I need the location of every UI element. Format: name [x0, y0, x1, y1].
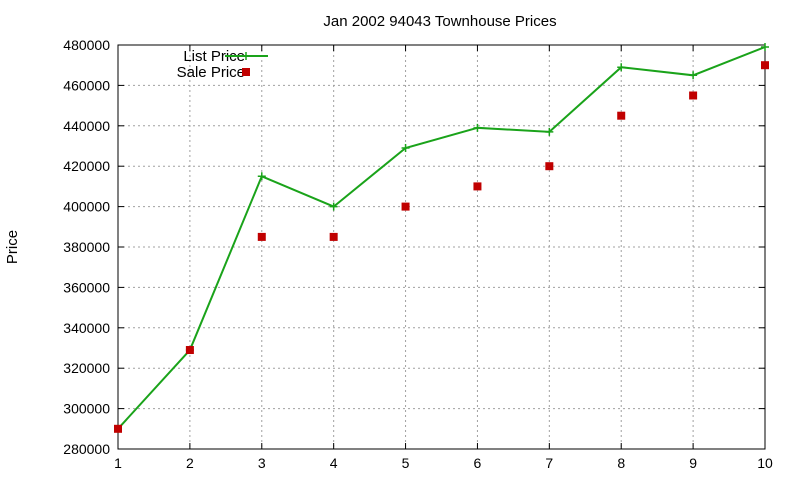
plot-frame: [117, 44, 766, 450]
y-axis-label: Price: [4, 230, 21, 264]
y-tick-label: 320000: [63, 360, 110, 376]
list-price-point: [545, 127, 554, 136]
list-price-point: [257, 172, 266, 181]
tick-labels: 280000 300000 320000 340000 360000 380000 4000…: [63, 37, 773, 471]
sale-price-point: [473, 182, 482, 191]
y-tick-label: 280000: [63, 441, 110, 457]
x-tick-label: 10: [757, 455, 773, 471]
sale-price-point: [545, 162, 554, 171]
x-tick-label: 4: [330, 455, 338, 471]
y-tick-label: 480000: [63, 37, 110, 53]
chart-title: Jan 2002 94043 Townhouse Prices: [323, 13, 556, 30]
grid-lines: [118, 45, 765, 449]
list-price-point: [689, 71, 698, 80]
sale-price-point: [617, 111, 626, 120]
sale-price-point: [689, 91, 698, 100]
x-tick-label: 7: [545, 455, 553, 471]
y-tick-label: 460000: [63, 77, 110, 93]
list-price-point: [473, 123, 482, 132]
list-price-line: [117, 46, 766, 430]
x-tick-label: 8: [617, 455, 625, 471]
sale-price-point: [257, 232, 266, 241]
series-list-price: [114, 43, 769, 433]
sale-price-point: [114, 424, 122, 433]
y-tick-label: 300000: [63, 401, 110, 417]
sale-price-point: [329, 232, 338, 241]
y-tick-label: 440000: [63, 118, 110, 134]
list-price-point: [617, 63, 626, 72]
x-tick-label: 5: [402, 455, 410, 471]
x-tick-label: 6: [474, 455, 482, 471]
y-tick-label: 360000: [63, 279, 110, 295]
list-price-point: [329, 202, 338, 211]
list-price-point: [761, 43, 769, 52]
x-tick-label: 2: [186, 455, 194, 471]
legend-label-sale-price: Sale Price: [177, 64, 245, 81]
legend-marker-sale-price: [242, 68, 250, 76]
y-tick-label: 400000: [63, 199, 110, 215]
axis-ticks: [117, 44, 766, 450]
sale-price-point: [401, 202, 410, 211]
legend-marker-list-price: [242, 52, 250, 60]
x-tick-label: 1: [114, 455, 122, 471]
list-price-point: [401, 144, 410, 153]
legend-label-list-price: List Price: [183, 48, 245, 65]
y-tick-label: 340000: [63, 320, 110, 336]
x-tick-label: 9: [689, 455, 697, 471]
y-tick-label: 420000: [63, 158, 110, 174]
sale-price-point: [185, 346, 194, 355]
series-layer: [114, 43, 769, 433]
series-sale-price: [114, 61, 769, 433]
x-tick-label: 3: [258, 455, 266, 471]
sale-price-point: [761, 61, 769, 70]
y-tick-label: 380000: [63, 239, 110, 255]
